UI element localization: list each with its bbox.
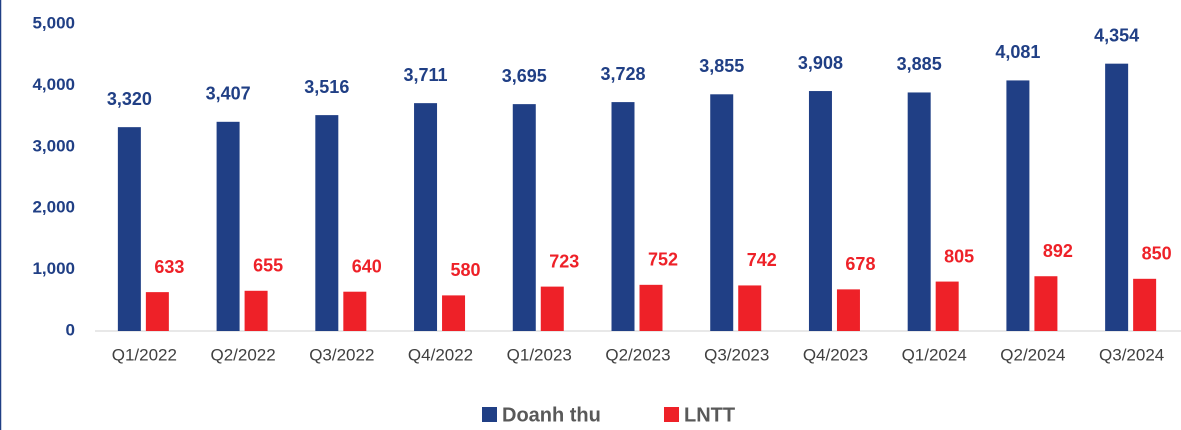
bar xyxy=(1133,278,1157,331)
bar xyxy=(907,92,931,331)
y-tick-label: 1,000 xyxy=(32,259,75,278)
bar xyxy=(343,291,367,331)
data-label: 3,711 xyxy=(404,65,448,85)
bar xyxy=(540,286,564,331)
legend-label: LNTT xyxy=(684,404,735,426)
data-label: 633 xyxy=(154,257,184,277)
x-tick-label: Q1/2023 xyxy=(507,345,572,364)
data-label: 640 xyxy=(352,256,382,276)
x-tick-label: Q1/2024 xyxy=(902,345,967,364)
data-label: 723 xyxy=(549,251,579,271)
x-tick-label: Q2/2022 xyxy=(210,345,275,364)
bar xyxy=(1034,276,1058,331)
y-tick-label: 0 xyxy=(66,320,75,339)
y-tick-label: 3,000 xyxy=(32,136,75,155)
data-label: 3,885 xyxy=(897,54,942,74)
bar xyxy=(315,115,339,331)
bar xyxy=(611,102,635,331)
bar xyxy=(512,104,536,331)
legend-label: Doanh thu xyxy=(502,404,601,426)
legend-swatch xyxy=(664,407,679,422)
x-tick-label: Q2/2024 xyxy=(1000,345,1065,364)
x-tick-label: Q1/2022 xyxy=(112,345,177,364)
bar xyxy=(639,284,663,331)
y-tick-label: 4,000 xyxy=(32,75,75,94)
bar xyxy=(442,295,466,331)
data-label: 850 xyxy=(1142,244,1172,264)
bar xyxy=(935,281,959,331)
data-label: 805 xyxy=(944,246,974,266)
x-tick-label: Q3/2023 xyxy=(704,345,769,364)
x-tick-label: Q2/2023 xyxy=(605,345,670,364)
data-label: 3,407 xyxy=(206,84,251,104)
y-tick-label: 2,000 xyxy=(32,198,75,217)
data-label: 4,081 xyxy=(995,42,1040,62)
bar xyxy=(738,285,762,331)
data-label: 678 xyxy=(845,254,875,274)
bar xyxy=(145,292,169,331)
data-label: 3,320 xyxy=(107,89,152,109)
data-label: 3,908 xyxy=(798,53,843,73)
bar xyxy=(117,127,141,331)
data-label: 580 xyxy=(451,260,481,280)
data-label: 655 xyxy=(253,256,283,276)
x-tick-label: Q3/2024 xyxy=(1099,345,1164,364)
data-label: 3,516 xyxy=(304,77,349,97)
data-label: 3,855 xyxy=(699,56,744,76)
bar xyxy=(216,121,240,331)
bar xyxy=(414,103,438,332)
legend-swatch xyxy=(482,407,497,422)
bar xyxy=(808,91,832,331)
data-label: 752 xyxy=(648,250,678,270)
bar xyxy=(1105,63,1129,331)
bar xyxy=(244,290,268,331)
x-tick-label: Q4/2022 xyxy=(408,345,473,364)
bar xyxy=(836,289,860,331)
data-label: 742 xyxy=(747,250,777,270)
data-label: 3,728 xyxy=(600,64,645,84)
bar xyxy=(710,94,734,331)
y-tick-label: 5,000 xyxy=(32,13,75,32)
bar xyxy=(1006,80,1030,331)
x-tick-label: Q3/2022 xyxy=(309,345,374,364)
data-label: 892 xyxy=(1043,241,1073,261)
data-label: 3,695 xyxy=(502,66,547,86)
data-label: 4,354 xyxy=(1094,25,1139,45)
x-tick-label: Q4/2023 xyxy=(803,345,868,364)
